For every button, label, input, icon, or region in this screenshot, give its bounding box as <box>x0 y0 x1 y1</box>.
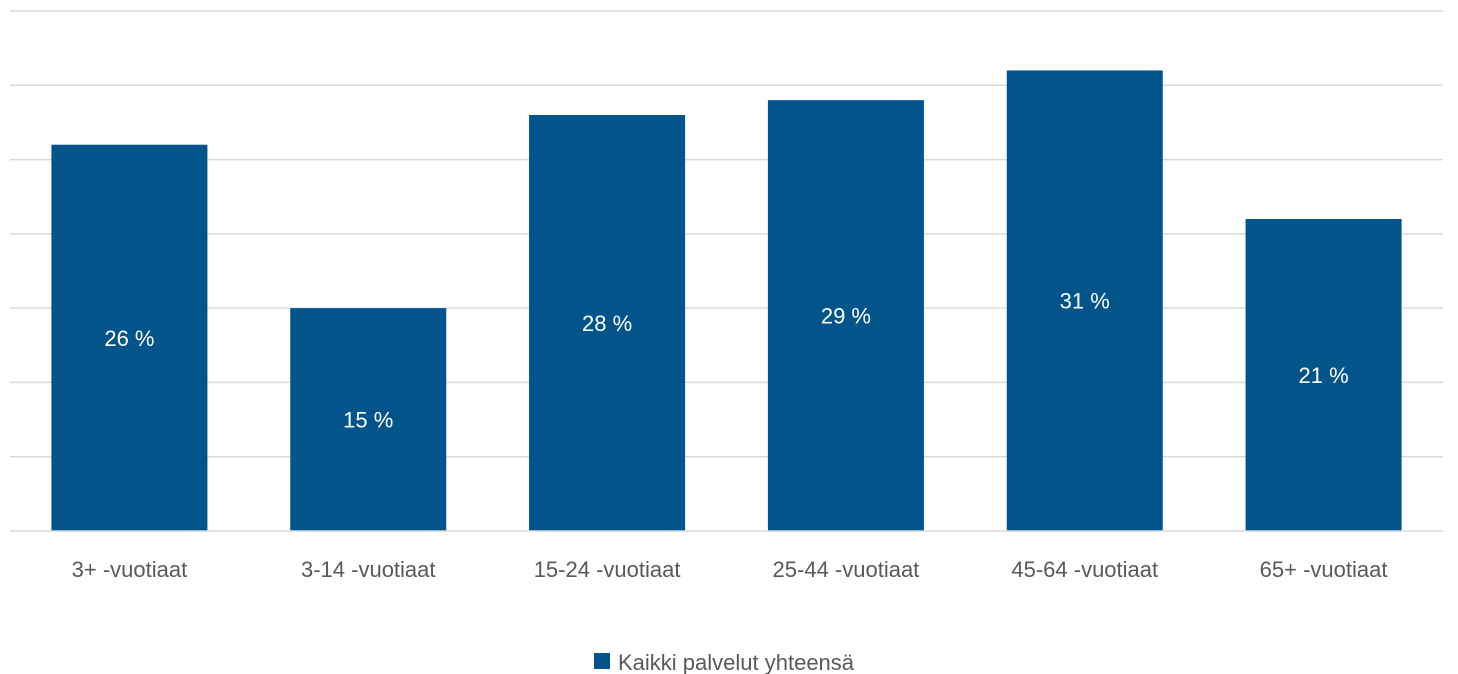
bar <box>290 308 447 531</box>
data-labels: 26 % 15 % 28 % 29 % 31 % 21 % <box>104 289 1348 433</box>
bars <box>51 70 1402 532</box>
data-label: 26 % <box>104 326 154 351</box>
legend: Kaikki palvelut yhteensä <box>594 650 855 674</box>
x-tick-label: 45-64 -vuotiaat <box>1011 557 1158 582</box>
data-label: 21 % <box>1299 363 1349 388</box>
x-tick-label: 3+ -vuotiaat <box>72 557 188 582</box>
bar <box>529 115 686 531</box>
x-tick-label: 15-24 -vuotiaat <box>534 557 681 582</box>
bar <box>1006 70 1163 531</box>
x-tick-label: 3-14 -vuotiaat <box>301 557 436 582</box>
data-label: 29 % <box>821 304 871 329</box>
x-tick-label: 25-44 -vuotiaat <box>773 557 920 582</box>
category-axis: 3+ -vuotiaat 3-14 -vuotiaat 15-24 -vuotiaa… <box>10 530 1443 582</box>
bar <box>1245 219 1402 531</box>
legend-label: Kaikki palvelut yhteensä <box>618 650 855 674</box>
bar <box>767 100 924 532</box>
data-label: 31 % <box>1060 289 1110 314</box>
data-label: 15 % <box>343 408 393 433</box>
data-label: 28 % <box>582 311 632 336</box>
legend-swatch <box>594 653 610 669</box>
bar <box>51 144 208 531</box>
gridlines <box>10 10 1443 458</box>
x-tick-label: 65+ -vuotiaat <box>1260 557 1388 582</box>
